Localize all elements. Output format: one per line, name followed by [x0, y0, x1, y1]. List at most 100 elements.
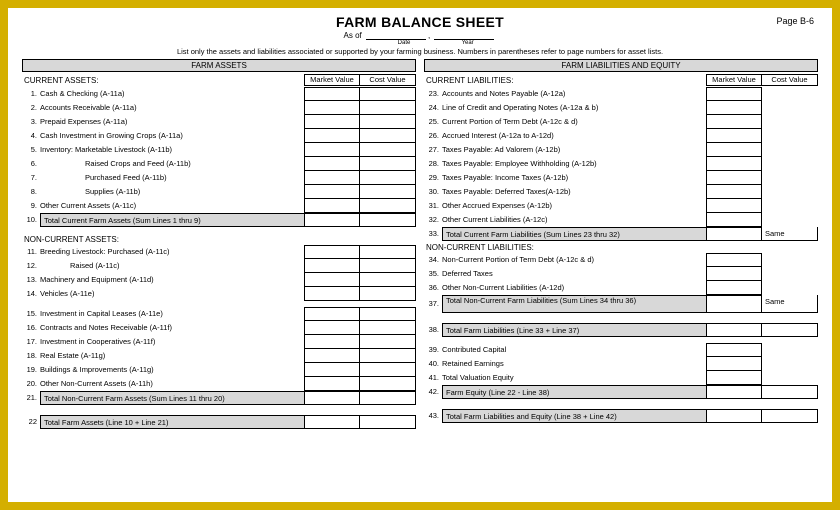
value-cell[interactable]	[706, 185, 762, 199]
value-cell[interactable]	[706, 87, 762, 101]
date-blank[interactable]	[366, 31, 426, 40]
line-label: Taxes Payable: Ad Valorem (A-12b)	[442, 143, 706, 157]
value-cell[interactable]	[706, 171, 762, 185]
value-cell[interactable]	[304, 143, 360, 157]
value-cell[interactable]	[706, 409, 762, 423]
line-number: 1.	[22, 87, 40, 101]
value-cell[interactable]	[706, 357, 762, 371]
value-cell[interactable]	[304, 335, 360, 349]
value-cell[interactable]	[360, 199, 416, 213]
value-cell[interactable]	[706, 371, 762, 385]
line-label: Cash & Checking (A-11a)	[40, 87, 304, 101]
line-label: Raised (A-11c)	[40, 259, 304, 273]
line-label: Investment in Cooperatives (A-11f)	[40, 335, 304, 349]
line-number: 9.	[22, 199, 40, 213]
value-cell[interactable]	[360, 259, 416, 273]
value-cell[interactable]	[706, 157, 762, 171]
line-number: 11.	[22, 245, 40, 259]
value-cell[interactable]	[304, 307, 360, 321]
line-label: Contributed Capital	[442, 343, 706, 357]
value-cell[interactable]	[706, 323, 762, 337]
value-cell[interactable]	[360, 87, 416, 101]
value-cell[interactable]	[360, 415, 416, 429]
value-cell[interactable]	[304, 199, 360, 213]
value-cell[interactable]	[360, 115, 416, 129]
line-number: 6.	[22, 157, 40, 171]
value-cell[interactable]	[360, 171, 416, 185]
line-row: 20.Other Non-Current Assets (A-11h)	[22, 377, 416, 391]
value-cell[interactable]	[706, 343, 762, 357]
value-cell[interactable]	[762, 385, 818, 399]
value-cell[interactable]	[360, 287, 416, 301]
value-cell[interactable]	[304, 213, 360, 227]
value-cell[interactable]	[360, 349, 416, 363]
year-blank[interactable]	[434, 31, 494, 40]
value-cell[interactable]	[304, 115, 360, 129]
liabilities-column: FARM LIABILITIES AND EQUITY CURRENT LIAB…	[424, 59, 818, 429]
line-number: 2.	[22, 101, 40, 115]
value-cell[interactable]	[706, 199, 762, 213]
cost-same: Same	[762, 295, 818, 313]
value-cell[interactable]	[304, 259, 360, 273]
value-cell[interactable]	[706, 281, 762, 295]
value-cell[interactable]	[360, 377, 416, 391]
value-cell[interactable]	[360, 273, 416, 287]
value-cell[interactable]	[762, 323, 818, 337]
line-label: Line of Credit and Operating Notes (A-12…	[442, 101, 706, 115]
value-cell[interactable]	[360, 129, 416, 143]
value-cell[interactable]	[304, 415, 360, 429]
value-cell[interactable]	[706, 267, 762, 281]
line-row: 4.Cash Investment in Growing Crops (A-11…	[22, 129, 416, 143]
value-cell[interactable]	[304, 321, 360, 335]
line-label: Raised Crops and Feed (A-11b)	[40, 157, 304, 171]
line-row: 6.Raised Crops and Feed (A-11b)	[22, 157, 416, 171]
value-cell[interactable]	[360, 391, 416, 405]
value-cell[interactable]	[304, 273, 360, 287]
value-cell[interactable]	[706, 253, 762, 267]
line-label: Other Non-Current Assets (A-11h)	[40, 377, 304, 391]
line-label: Accounts and Notes Payable (A-12a)	[442, 87, 706, 101]
value-cell[interactable]	[706, 385, 762, 399]
line-number: 15.	[22, 307, 40, 321]
value-cell[interactable]	[706, 115, 762, 129]
value-cell[interactable]	[360, 363, 416, 377]
value-cell[interactable]	[304, 377, 360, 391]
value-cell[interactable]	[304, 87, 360, 101]
value-cell[interactable]	[304, 391, 360, 405]
value-cell[interactable]	[304, 245, 360, 259]
line-label: Other Accrued Expenses (A-12b)	[442, 199, 706, 213]
value-cell[interactable]	[304, 157, 360, 171]
line-number: 7.	[22, 171, 40, 185]
value-cell[interactable]	[304, 101, 360, 115]
value-cell[interactable]	[304, 363, 360, 377]
line-label: Inventory: Marketable Livestock (A-11b)	[40, 143, 304, 157]
value-cell[interactable]	[304, 287, 360, 301]
line-number: 39.	[424, 343, 442, 357]
value-cell[interactable]	[706, 213, 762, 227]
line-label: Other Non-Current Liabilities (A-12d)	[442, 281, 706, 295]
value-cell[interactable]	[360, 245, 416, 259]
value-cell[interactable]	[706, 227, 762, 241]
value-cell[interactable]	[360, 307, 416, 321]
line-number: 8.	[22, 185, 40, 199]
page: Page B-6 FARM BALANCE SHEET As of , Date…	[8, 8, 832, 502]
line-label: Breeding Livestock: Purchased (A-11c)	[40, 245, 304, 259]
value-cell[interactable]	[706, 129, 762, 143]
value-cell[interactable]	[304, 171, 360, 185]
value-cell[interactable]	[304, 129, 360, 143]
value-cell[interactable]	[360, 185, 416, 199]
value-cell[interactable]	[360, 143, 416, 157]
market-value-header: Market Value	[304, 74, 360, 86]
line-row: 16.Contracts and Notes Receivable (A-11f…	[22, 321, 416, 335]
value-cell[interactable]	[360, 335, 416, 349]
value-cell[interactable]	[360, 157, 416, 171]
value-cell[interactable]	[304, 349, 360, 363]
value-cell[interactable]	[706, 295, 762, 313]
value-cell[interactable]	[360, 321, 416, 335]
value-cell[interactable]	[304, 185, 360, 199]
value-cell[interactable]	[360, 101, 416, 115]
value-cell[interactable]	[706, 101, 762, 115]
value-cell[interactable]	[360, 213, 416, 227]
value-cell[interactable]	[706, 143, 762, 157]
value-cell[interactable]	[762, 409, 818, 423]
